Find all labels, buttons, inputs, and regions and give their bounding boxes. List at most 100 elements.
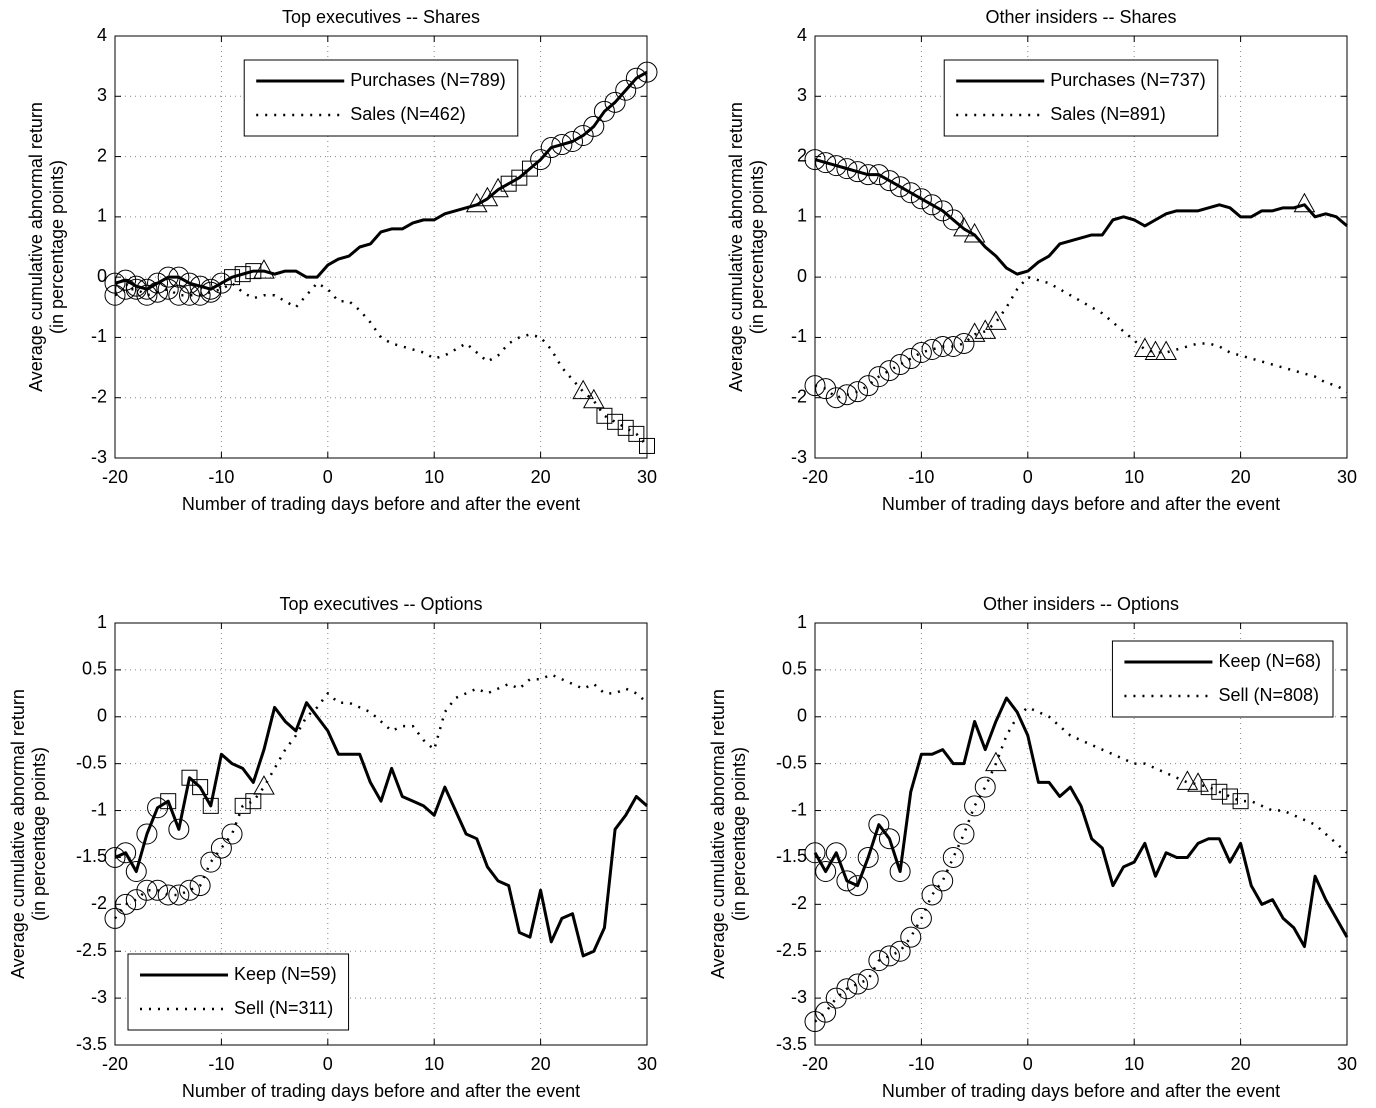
marker-circle	[136, 278, 158, 300]
marker-circle	[815, 861, 837, 883]
marker-square	[234, 797, 251, 814]
marker-circle	[878, 945, 900, 967]
y-tick-label: 0.5	[82, 659, 107, 679]
x-tick-label: 30	[637, 1054, 657, 1074]
legend-label: Sell (N=311)	[234, 998, 333, 1018]
series-line	[814, 158, 1348, 276]
y-tick-label: -1.5	[76, 846, 107, 866]
y-tick-label: -1.5	[776, 846, 807, 866]
series-line	[114, 70, 648, 291]
x-tick-label: 20	[531, 467, 551, 487]
marker-square	[1232, 793, 1249, 810]
y-tick-label: -2	[91, 893, 107, 913]
x-tick-label: 20	[1231, 1054, 1251, 1074]
axes-frame	[114, 622, 648, 1046]
marker-circle	[825, 987, 847, 1009]
marker-square	[234, 266, 251, 283]
x-tick-label: 10	[1124, 467, 1144, 487]
x-tick-label: 20	[1231, 467, 1251, 487]
marker-triangle	[985, 751, 1007, 772]
x-tick-label: 20	[531, 1054, 551, 1074]
marker-circle	[974, 776, 996, 798]
x-axis-label: Number of trading days before and after …	[182, 1081, 580, 1101]
x-tick-label: -10	[908, 1054, 934, 1074]
marker-circle	[178, 284, 200, 306]
legend: Purchases (N=789) Sales (N=462)	[243, 59, 519, 137]
series-line	[813, 696, 1349, 949]
legend-label: Keep (N=68)	[1218, 651, 1321, 671]
marker-circle	[178, 272, 200, 294]
marker-circle	[210, 837, 232, 859]
series-line	[814, 706, 1348, 1023]
legend-label: Sales (N=891)	[1050, 104, 1166, 124]
series-line	[114, 281, 648, 447]
y-tick-label: -0.5	[76, 752, 107, 772]
x-tick-label: 30	[1337, 467, 1357, 487]
y-tick-label: 0	[97, 266, 107, 286]
marker-square	[1221, 788, 1238, 805]
marker-square	[607, 413, 624, 430]
marker-circle	[836, 978, 858, 1000]
marker-circle	[836, 384, 858, 406]
legend-label: Keep (N=59)	[234, 964, 337, 984]
chart-title: Other insiders -- Options	[983, 594, 1179, 614]
y-tick-label: 3	[97, 85, 107, 105]
legend: Keep (N=59) Sell (N=311)	[127, 953, 350, 1031]
marker-square	[192, 779, 209, 796]
marker-circle	[210, 272, 232, 294]
marker-circle	[178, 879, 200, 901]
x-tick-label: 30	[1337, 1054, 1357, 1074]
marker-triangle	[1187, 772, 1209, 792]
marker-circle	[921, 194, 943, 216]
marker-circle	[804, 375, 826, 397]
marker-circle	[825, 155, 847, 177]
legend-box	[1111, 640, 1334, 718]
y-tick-label: -1	[791, 799, 807, 819]
marker-circle	[921, 338, 943, 360]
axes-frame	[114, 35, 648, 459]
marker-square	[617, 419, 634, 436]
marker-square	[596, 407, 613, 424]
marker-circle	[136, 284, 158, 306]
x-tick-label: -10	[208, 467, 234, 487]
marker-triangle	[963, 222, 986, 243]
x-tick-label: 0	[1023, 1054, 1033, 1074]
legend-label: Purchases (N=789)	[350, 70, 506, 90]
marker-square	[1211, 783, 1228, 800]
marker-circle	[104, 907, 126, 929]
chart-title: Top executives -- Options	[279, 594, 482, 614]
y-tick-label: 0.5	[782, 659, 807, 679]
marker-circle	[125, 861, 147, 883]
marker-circle	[921, 884, 943, 906]
marker-circle	[147, 797, 169, 819]
marker-triangle	[487, 177, 509, 198]
x-tick-label: 10	[424, 1054, 444, 1074]
marker-circle	[815, 152, 837, 174]
marker-circle	[953, 332, 975, 354]
marker-circle	[825, 842, 847, 864]
x-tick-label: 0	[323, 467, 333, 487]
x-tick-label: -10	[208, 1054, 234, 1074]
x-tick-label: 0	[1023, 467, 1033, 487]
marker-circle	[857, 968, 879, 990]
marker-circle	[221, 823, 243, 845]
y-axis-label: (in percentage points)	[47, 160, 67, 334]
x-tick-label: -20	[802, 1054, 828, 1074]
marker-circle	[868, 164, 890, 186]
marker-circle	[104, 284, 126, 306]
y-tick-label: -2	[91, 386, 107, 406]
marker-triangle	[582, 388, 605, 409]
x-tick-label: -10	[908, 467, 934, 487]
marker-circle	[857, 375, 879, 397]
y-tick-label: -2.5	[776, 940, 807, 960]
y-tick-label: 3	[797, 85, 807, 105]
y-tick-label: -2	[791, 893, 807, 913]
marker-square	[511, 169, 528, 186]
x-tick-label: 30	[637, 467, 657, 487]
y-tick-label: 0	[797, 266, 807, 286]
marker-circle	[572, 124, 594, 146]
marker-circle	[910, 907, 932, 929]
marker-circle	[189, 875, 211, 897]
